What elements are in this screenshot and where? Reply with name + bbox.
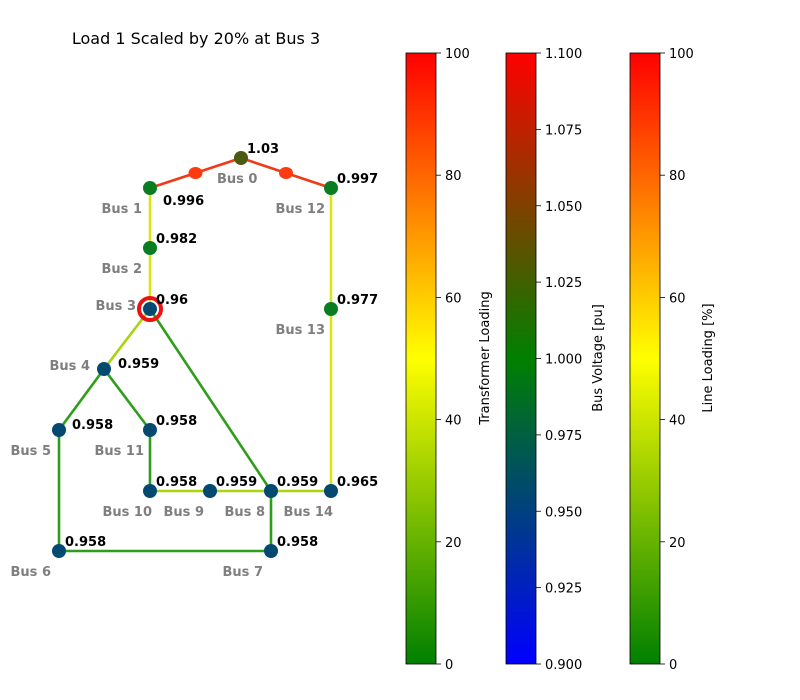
bus-voltage-label: 0.996 (163, 194, 204, 209)
bus-name-label: Bus 1 (102, 202, 142, 217)
colorbar-line-label: Line Loading [%] (701, 303, 716, 412)
bus-name-label: Bus 0 (217, 172, 257, 187)
colorbar-tick-label: 1.100 (545, 47, 582, 62)
bus-name-label: Bus 10 (102, 505, 152, 520)
colorbar-tick-label: 60 (669, 291, 686, 306)
colorbar-tick-label: 0 (445, 658, 453, 673)
bus-node-b13 (324, 302, 338, 316)
bus-voltage-label: 0.958 (277, 535, 318, 550)
colorbar-tick-label: 0.925 (545, 582, 582, 597)
colorbar-voltage-gradient (505, 52, 537, 665)
colorbar-bus-voltage: 0.900 0.925 0.950 0.975 1.000 1.025 1.050 1.075… (505, 47, 606, 673)
bus-node-b1 (143, 181, 157, 195)
bus-voltage-label: 0.997 (337, 172, 378, 187)
colorbar-line-loading: 0 20 40 60 80 100 Line Loading [%] (629, 47, 716, 673)
line-b4-b11 (102, 368, 152, 431)
bus-voltage-label: 0.96 (156, 293, 188, 308)
line-b4-b5 (57, 368, 106, 431)
bus-name-label: Bus 12 (275, 202, 325, 217)
colorbar-tick-label: 20 (445, 536, 462, 551)
colorbar-tick-label: 0.900 (545, 658, 582, 673)
network-buses (52, 151, 338, 558)
colorbar-tick-label: 100 (669, 47, 694, 62)
bus-node-b3 (143, 302, 157, 316)
bus-node-b14 (324, 484, 338, 498)
colorbar-tick-label: 40 (669, 414, 686, 429)
bus-name-label: Bus 2 (102, 262, 142, 277)
bus-voltage-label: 1.03 (247, 142, 279, 157)
bus-node-b7 (264, 544, 278, 558)
bus-name-label: Bus 13 (275, 323, 325, 338)
transformer-marker-b0-b1 (188, 167, 203, 179)
colorbar-tick-label: 100 (445, 47, 470, 62)
colorbar-tick-label: 1.075 (545, 123, 582, 138)
colorbar-tick-label: 1.050 (545, 200, 582, 215)
colorbar-tick-label: 0.975 (545, 429, 582, 444)
colorbar-tick-label: 80 (669, 169, 686, 184)
colorbar-tick-label: 20 (669, 536, 686, 551)
bus-voltage-label: 0.958 (65, 535, 106, 550)
bus-name-label: Bus 5 (11, 444, 51, 459)
colorbar-transformer-loading: 0 20 40 60 80 100 Transformer Loading (405, 47, 493, 673)
bus-name-label: Bus 3 (96, 299, 136, 314)
bus-voltage-label: 0.959 (277, 475, 318, 490)
bus-voltage-label: 0.958 (72, 418, 113, 433)
bus-voltage-label: 0.982 (156, 232, 197, 247)
colorbar-tick-label: 1.025 (545, 276, 582, 291)
line-b3-b8 (148, 308, 273, 492)
colorbar-line-gradient (629, 52, 661, 665)
bus-name-label: Bus 8 (225, 505, 265, 520)
bus-node-b9 (203, 484, 217, 498)
colorbar-line-ticks: 0 20 40 60 80 100 (660, 47, 694, 673)
bus-voltage-label: 0.965 (337, 475, 378, 490)
figure-title: Load 1 Scaled by 20% at Bus 3 (72, 29, 320, 48)
bus-node-b5 (52, 423, 66, 437)
colorbar-transformer-ticks: 0 20 40 60 80 100 (436, 47, 470, 673)
bus-voltage-label: 0.959 (216, 475, 257, 490)
bus-node-b4 (97, 362, 111, 376)
colorbar-tick-label: 0 (669, 658, 677, 673)
bus-voltage-label: 0.977 (337, 293, 378, 308)
colorbar-tick-label: 1.000 (545, 353, 582, 368)
network-labels: Bus 0 1.03 Bus 1 0.996 Bus 2 0.982 Bus 3 0.96 Bu… (11, 142, 379, 580)
colorbar-transformer-gradient (405, 52, 437, 665)
network-lines (57, 188, 333, 553)
bus-node-b12 (324, 181, 338, 195)
bus-name-label: Bus 6 (11, 565, 51, 580)
bus-node-b8 (264, 484, 278, 498)
bus-voltage-label: 0.958 (156, 414, 197, 429)
bus-name-label: Bus 11 (94, 444, 144, 459)
colorbar-voltage-label: Bus Voltage [pu] (591, 304, 606, 412)
bus-name-label: Bus 4 (50, 359, 90, 374)
colorbar-tick-label: 40 (445, 414, 462, 429)
colorbar-voltage-ticks: 0.900 0.925 0.950 0.975 1.000 1.025 1.050 1.075… (536, 47, 582, 673)
colorbar-tick-label: 0.950 (545, 505, 582, 520)
bus-voltage-label: 0.958 (156, 475, 197, 490)
bus-node-b6 (52, 544, 66, 558)
bus-voltage-label: 0.959 (118, 357, 159, 372)
bus-node-b11 (143, 423, 157, 437)
colorbar-transformer-label: Transformer Loading (478, 291, 493, 425)
transformer-marker-b0-b12 (279, 167, 293, 179)
bus-name-label: Bus 14 (283, 505, 333, 520)
bus-node-b0 (234, 151, 248, 165)
bus-name-label: Bus 7 (223, 565, 263, 580)
colorbar-tick-label: 80 (445, 169, 462, 184)
bus-node-b10 (143, 484, 157, 498)
colorbar-tick-label: 60 (445, 291, 462, 306)
highlighted-bus-ring (137, 296, 163, 322)
bus-node-b2 (143, 241, 157, 255)
network-transformers (149, 156, 332, 190)
bus-name-label: Bus 9 (164, 505, 204, 520)
